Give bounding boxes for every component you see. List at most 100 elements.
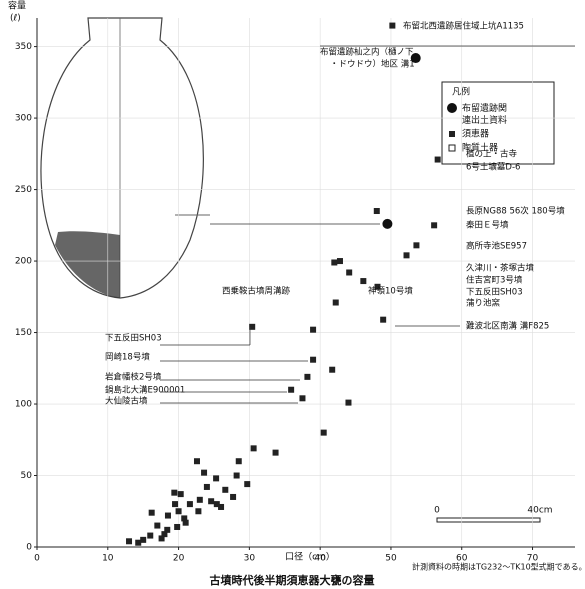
scale-label: 40cm: [527, 506, 552, 516]
point: [374, 208, 380, 214]
point: [126, 538, 132, 544]
point: [310, 327, 316, 333]
point: [310, 357, 316, 363]
point: [174, 524, 180, 530]
annotation: 長原NG88 56次 180号墳: [466, 206, 565, 217]
point: [222, 487, 228, 493]
annotation: 難波北区南溝 溝F825: [466, 321, 549, 332]
annotation: 布留遺跡杣之内（樋ノ下: [320, 47, 414, 58]
y-tick-label: 300: [15, 114, 32, 124]
point: [329, 367, 335, 373]
chart: 容量 (ℓ) 口径（cm） 計測資料の時期はTG232～TK10型式期である。 …: [0, 0, 585, 589]
point: [273, 450, 279, 456]
point: [333, 300, 339, 306]
y-tick-label: 200: [15, 257, 32, 267]
point: [172, 501, 178, 507]
chart-title: 古墳時代後半期須恵器大甕の容量: [210, 573, 375, 587]
point: [431, 222, 437, 228]
x-tick-label: 30: [244, 554, 256, 564]
point: [201, 470, 207, 476]
legend-title: 凡例: [452, 86, 470, 98]
annotation: 鍋島北大溝E900001: [105, 385, 185, 396]
annotation: 秦田Ｅ号墳: [466, 220, 509, 231]
annotation: 大仙陵古墳: [105, 396, 148, 407]
x-tick-label: 20: [173, 554, 185, 564]
annotation: 岡崎18号墳: [105, 352, 150, 363]
point: [251, 445, 257, 451]
annotation: 住吉宮町3号墳: [466, 275, 523, 286]
point: [337, 258, 343, 264]
point: [360, 278, 366, 284]
annotation: 高所寺池SE957: [466, 241, 527, 252]
point: [165, 513, 171, 519]
annotation: 久津川・茶塚古墳: [466, 263, 535, 274]
y-tick-label: 50: [21, 471, 33, 481]
point: [299, 395, 305, 401]
point: [435, 157, 441, 163]
point: [345, 400, 351, 406]
annotation: 蒲り池窯: [466, 298, 501, 309]
point: [382, 219, 392, 229]
point: [413, 242, 419, 248]
annotation: 6号土壙墓D-6: [466, 162, 520, 173]
point: [236, 458, 242, 464]
point: [380, 317, 386, 323]
y-tick-label: 150: [15, 328, 32, 338]
x-tick-label: 0: [34, 554, 40, 564]
point: [234, 473, 240, 479]
annotation: 下五反田SH03: [105, 333, 162, 344]
point: [208, 498, 214, 504]
x-label: 口径（cm）: [285, 551, 335, 563]
point: [213, 475, 219, 481]
x-tick-label: 10: [102, 554, 114, 564]
annotation: 岩倉幡枝2号墳: [105, 372, 162, 383]
y-tick-label: 250: [15, 185, 32, 195]
point: [197, 497, 203, 503]
point: [321, 430, 327, 436]
x-tick-label: 70: [527, 554, 539, 564]
y-unit: (ℓ): [10, 14, 21, 24]
annotation: ・ドウドウ）地区 溝1: [330, 59, 415, 70]
point: [288, 387, 294, 393]
point: [171, 490, 177, 496]
point: [194, 458, 200, 464]
x-tick-label: 50: [385, 554, 397, 564]
point: [204, 484, 210, 490]
point: [161, 531, 167, 537]
point: [304, 374, 310, 380]
legend-label: 須恵器: [462, 128, 489, 140]
x-tick-label: 40: [314, 554, 326, 564]
point: [346, 269, 352, 275]
point: [331, 259, 337, 265]
note: 計測資料の時期はTG232～TK10型式期である。: [412, 562, 585, 572]
point: [178, 491, 184, 497]
point: [187, 501, 193, 507]
point: [218, 504, 224, 510]
legend-marker: [447, 103, 457, 113]
point: [183, 520, 189, 526]
annotation: 布留北西遺跡居住域上坑A1135: [403, 21, 524, 32]
point: [230, 494, 236, 500]
point: [154, 523, 160, 529]
annotation: 西乗鞍古墳周溝跡: [222, 286, 291, 297]
annotation: 神領10号墳: [368, 286, 413, 297]
annotation: 下五反田SH03: [466, 287, 523, 298]
y-label: 容量: [8, 0, 26, 12]
y-tick-label: 100: [15, 400, 32, 410]
y-tick-label: 0: [26, 543, 32, 553]
point: [389, 23, 395, 29]
point: [147, 533, 153, 539]
point: [195, 508, 201, 514]
legend-marker: [449, 145, 455, 151]
scale-bar: 0 40cm: [434, 506, 552, 523]
point: [149, 510, 155, 516]
point: [135, 540, 141, 546]
vessel-drawing: [41, 18, 210, 298]
point: [404, 252, 410, 258]
legend-marker: [449, 131, 455, 137]
point: [176, 508, 182, 514]
y-tick-label: 350: [15, 42, 32, 52]
x-tick-label: 60: [456, 554, 468, 564]
point: [244, 481, 250, 487]
scale-label: 0: [434, 506, 440, 516]
